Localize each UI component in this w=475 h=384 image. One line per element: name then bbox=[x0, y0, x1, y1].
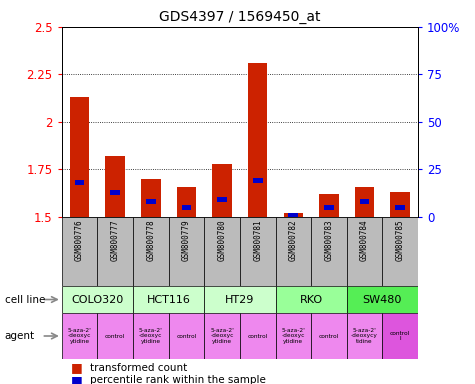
Bar bbox=[97, 313, 133, 359]
Bar bbox=[248, 63, 267, 217]
Bar bbox=[110, 190, 120, 195]
Text: GSM800776: GSM800776 bbox=[75, 219, 84, 261]
Text: 5-aza-2'
-deoxyc
ytidine: 5-aza-2' -deoxyc ytidine bbox=[139, 328, 163, 344]
Bar bbox=[288, 213, 298, 217]
Text: ■: ■ bbox=[71, 374, 83, 384]
Text: SW480: SW480 bbox=[363, 295, 402, 305]
Text: 5-aza-2'
-deoxyc
ytidine: 5-aza-2' -deoxyc ytidine bbox=[67, 328, 92, 344]
Bar bbox=[133, 313, 169, 359]
Bar bbox=[204, 217, 240, 286]
Bar bbox=[347, 286, 418, 313]
Bar bbox=[204, 286, 276, 313]
Text: 5-aza-2'
-deoxyc
ytidine: 5-aza-2' -deoxyc ytidine bbox=[210, 328, 234, 344]
Bar bbox=[355, 187, 374, 217]
Bar bbox=[360, 199, 370, 204]
Bar bbox=[169, 217, 204, 286]
Bar bbox=[62, 313, 97, 359]
Bar bbox=[382, 313, 418, 359]
Text: RKO: RKO bbox=[300, 295, 323, 305]
Text: HCT116: HCT116 bbox=[147, 295, 190, 305]
Text: control
l: control l bbox=[390, 331, 410, 341]
Text: GSM800781: GSM800781 bbox=[253, 219, 262, 261]
Text: 5-aza-2'
-deoxycy
tidine: 5-aza-2' -deoxycy tidine bbox=[351, 328, 378, 344]
Text: control: control bbox=[105, 333, 125, 339]
Bar bbox=[284, 213, 303, 217]
Bar bbox=[169, 313, 204, 359]
Bar bbox=[347, 217, 382, 286]
Bar bbox=[324, 205, 334, 210]
Bar bbox=[276, 286, 347, 313]
Title: GDS4397 / 1569450_at: GDS4397 / 1569450_at bbox=[159, 10, 321, 25]
Bar bbox=[133, 217, 169, 286]
Bar bbox=[97, 217, 133, 286]
Bar bbox=[177, 187, 196, 217]
Bar bbox=[62, 286, 133, 313]
Bar bbox=[70, 97, 89, 217]
Bar bbox=[311, 313, 347, 359]
Text: percentile rank within the sample: percentile rank within the sample bbox=[90, 375, 266, 384]
Bar bbox=[311, 217, 347, 286]
Text: GSM800784: GSM800784 bbox=[360, 219, 369, 261]
Text: control: control bbox=[176, 333, 197, 339]
Text: GSM800782: GSM800782 bbox=[289, 219, 298, 261]
Bar bbox=[204, 313, 240, 359]
Bar bbox=[276, 313, 311, 359]
Text: control: control bbox=[247, 333, 268, 339]
Bar bbox=[62, 217, 97, 286]
Text: GSM800779: GSM800779 bbox=[182, 219, 191, 261]
Text: 5-aza-2'
-deoxyc
ytidine: 5-aza-2' -deoxyc ytidine bbox=[281, 328, 305, 344]
Text: GSM800780: GSM800780 bbox=[218, 219, 227, 261]
Bar bbox=[347, 313, 382, 359]
Text: GSM800778: GSM800778 bbox=[146, 219, 155, 261]
Bar bbox=[240, 313, 276, 359]
Bar bbox=[319, 194, 339, 217]
Text: GSM800777: GSM800777 bbox=[111, 219, 120, 261]
Text: ■: ■ bbox=[71, 361, 83, 374]
Text: control: control bbox=[319, 333, 339, 339]
Bar bbox=[395, 205, 405, 210]
Bar bbox=[390, 192, 410, 217]
Bar bbox=[133, 286, 204, 313]
Bar bbox=[253, 179, 263, 183]
Bar bbox=[146, 199, 156, 204]
Text: agent: agent bbox=[5, 331, 35, 341]
Text: GSM800783: GSM800783 bbox=[324, 219, 333, 261]
Bar bbox=[212, 164, 232, 217]
Bar bbox=[217, 197, 227, 202]
Bar bbox=[141, 179, 161, 217]
Text: GSM800785: GSM800785 bbox=[396, 219, 405, 261]
Text: transformed count: transformed count bbox=[90, 363, 188, 373]
Text: COLO320: COLO320 bbox=[71, 295, 124, 305]
Bar bbox=[75, 180, 85, 185]
Bar bbox=[105, 156, 125, 217]
Bar bbox=[382, 217, 418, 286]
Bar bbox=[181, 205, 191, 210]
Text: cell line: cell line bbox=[5, 295, 45, 305]
Bar bbox=[276, 217, 311, 286]
Text: HT29: HT29 bbox=[225, 295, 255, 305]
Bar bbox=[240, 217, 276, 286]
